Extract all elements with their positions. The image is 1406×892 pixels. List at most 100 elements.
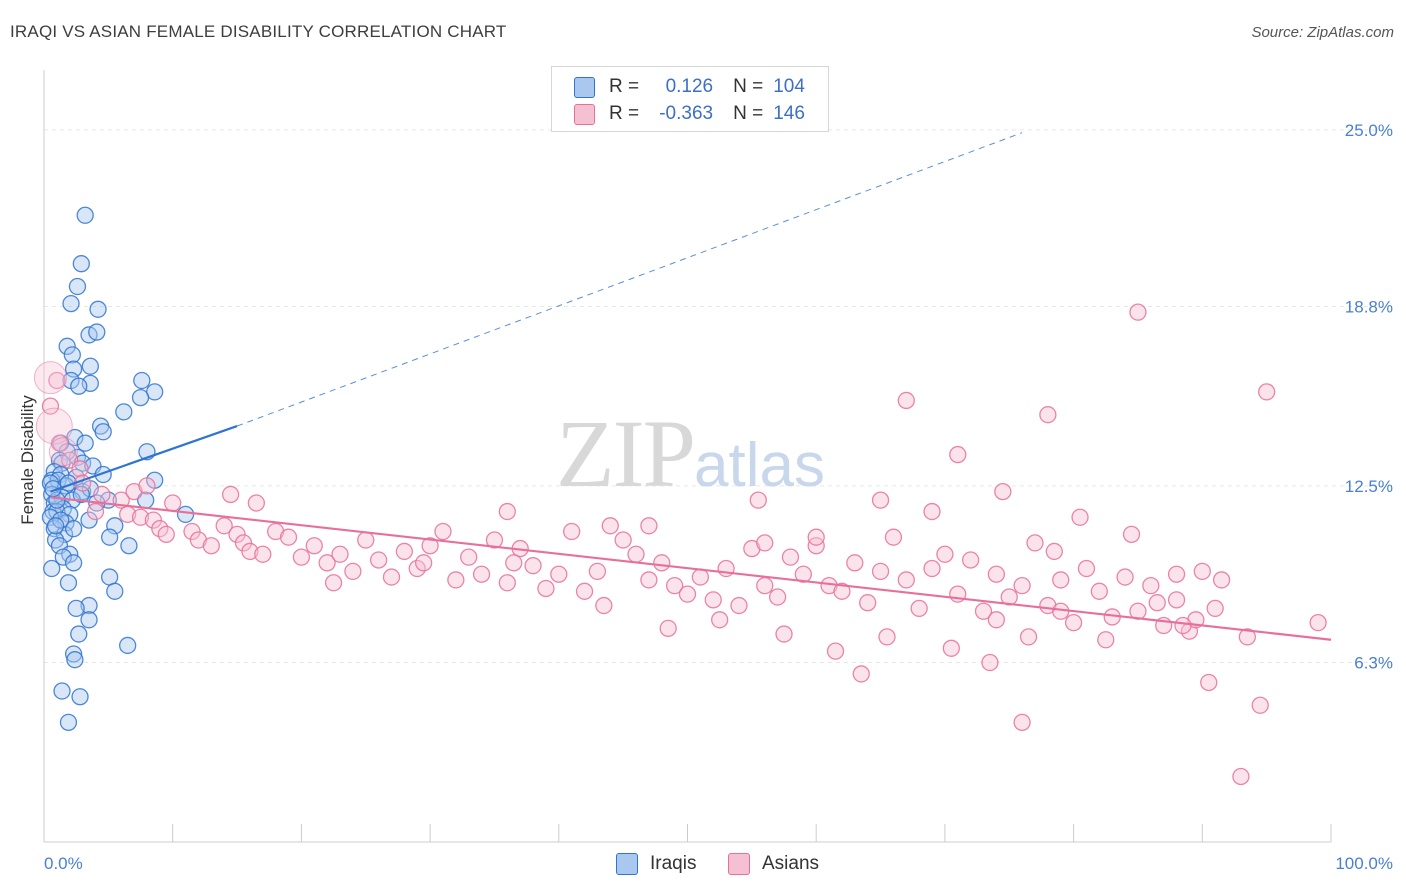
asians-point <box>505 554 523 572</box>
iraqis-point <box>120 537 138 555</box>
iraqis-point <box>64 645 83 663</box>
gridlines <box>44 129 1395 664</box>
asians-point <box>1052 571 1070 589</box>
asians-point <box>86 502 105 521</box>
iraqis-point <box>94 423 112 441</box>
asians-point <box>575 582 594 600</box>
asians-point <box>1077 559 1096 578</box>
asians-point <box>665 576 684 595</box>
asians-point <box>1167 591 1186 609</box>
legend-item-asians: Asians <box>728 852 819 876</box>
asians-point <box>730 596 748 615</box>
iraqis-point <box>176 505 195 524</box>
asians-point <box>704 591 722 609</box>
asians-point <box>537 579 555 598</box>
iraqis-point <box>100 528 119 546</box>
asians-r-value: -0.363 <box>659 103 714 124</box>
asians-point <box>1116 568 1134 586</box>
asians-swatch <box>574 103 595 125</box>
asians-point <box>202 537 220 555</box>
iraqis-point <box>80 611 98 629</box>
iraqis-point <box>63 346 81 364</box>
iraqis-point <box>46 517 65 535</box>
asians-point <box>1019 628 1038 646</box>
asians-point <box>640 571 658 589</box>
asians-point <box>157 525 175 543</box>
asians-point <box>588 562 607 581</box>
y-tick-label: 18.8% <box>1345 297 1393 316</box>
asians-point <box>1064 613 1083 632</box>
asians-point <box>324 574 343 592</box>
iraqis-point <box>100 568 119 586</box>
asians-trend-line <box>50 496 1332 641</box>
asians-point <box>627 545 645 563</box>
asians-point <box>71 460 89 478</box>
asians-point <box>498 574 516 592</box>
asians-point <box>833 582 851 600</box>
iraqis-point <box>64 519 83 538</box>
asians-point <box>640 517 658 535</box>
iraqis-legend-label: Iraqis <box>650 853 697 874</box>
asians-point <box>1090 582 1108 600</box>
asians-point <box>974 602 993 620</box>
asians-point <box>936 545 954 563</box>
asians-point <box>1232 767 1250 786</box>
iraqis-point <box>76 206 94 224</box>
asians-point <box>781 548 800 566</box>
iraqis-point <box>71 688 89 706</box>
asians-point <box>981 653 999 672</box>
asians-point <box>691 568 710 586</box>
asians-point <box>1097 631 1115 649</box>
n-label: N = <box>733 103 764 124</box>
axes <box>43 70 1332 843</box>
asians-point <box>234 534 253 552</box>
asians-point <box>472 565 491 583</box>
tick-labels: 6.3% 12.5% 18.8% 25.0% 0.0% 100.0% <box>44 121 1393 873</box>
n-label: N = <box>733 76 764 97</box>
iraqis-point <box>67 599 85 618</box>
asians-point <box>910 599 928 618</box>
asians-point <box>756 534 774 552</box>
y-axis-label: Female Disability <box>18 395 37 525</box>
asians-point <box>550 565 568 583</box>
asians-point <box>1045 542 1063 561</box>
iraqis-point <box>61 505 79 524</box>
asians-point <box>595 596 613 615</box>
asians-point <box>884 528 903 546</box>
chart-title: IRAQI VS ASIAN FEMALE DISABILITY CORRELA… <box>10 22 507 41</box>
asians-point <box>164 494 182 512</box>
iraqis-swatch <box>574 76 595 98</box>
asians-point <box>878 628 896 646</box>
y-tick-label: 6.3% <box>1354 654 1393 673</box>
asians-point <box>357 531 375 549</box>
asians-point <box>961 551 980 569</box>
watermark-main: ZIP <box>556 400 696 507</box>
iraqis-point <box>119 636 137 655</box>
asians-point <box>653 554 671 572</box>
x-tick-label: 0.0% <box>44 854 83 873</box>
asians-point <box>144 511 163 529</box>
legend-item-iraqis: Iraqis <box>616 852 696 876</box>
asians-point <box>138 477 156 495</box>
asians-point <box>1167 565 1186 583</box>
iraqis-point <box>54 548 72 566</box>
asians-point <box>183 522 201 541</box>
asians-point <box>1013 576 1031 595</box>
asians-point <box>1238 628 1256 646</box>
asians-point <box>1309 613 1327 632</box>
asians-point <box>241 542 259 561</box>
iraqis-point <box>70 625 88 643</box>
asians-point <box>33 361 67 395</box>
asians-point <box>131 508 150 526</box>
asians-point <box>369 551 388 569</box>
asians-point <box>215 517 233 535</box>
asians-point <box>254 545 272 563</box>
asians-point <box>434 522 452 541</box>
iraqis-point <box>68 277 87 296</box>
asians-point <box>1212 571 1231 589</box>
asians-point <box>421 537 439 555</box>
asians-point <box>344 562 362 581</box>
asians-point <box>395 542 414 561</box>
asians-point <box>614 531 632 549</box>
